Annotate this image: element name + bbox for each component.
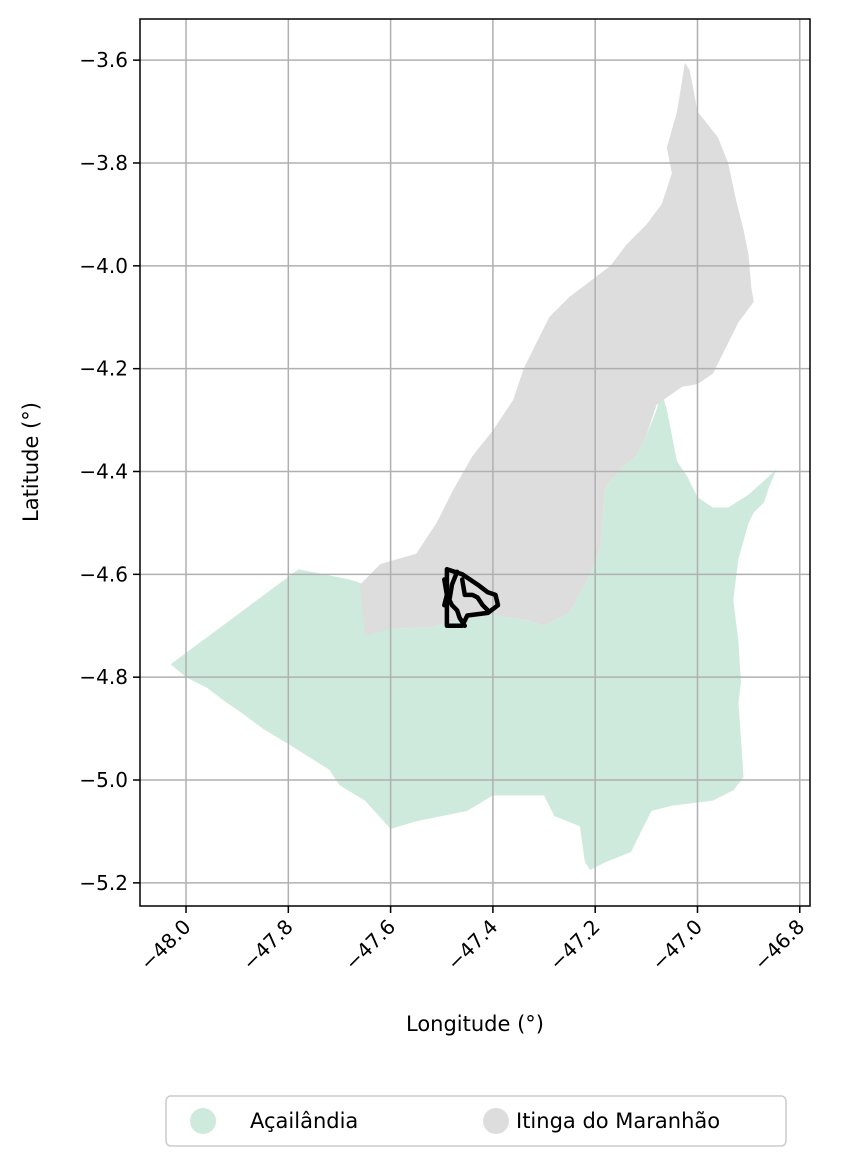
y-tick-label-5: −4.6 bbox=[79, 562, 128, 586]
x-tick-label-6: −46.8 bbox=[749, 915, 809, 975]
overlay-path-0 bbox=[444, 566, 501, 629]
legend-label-acailandia: Açailândia bbox=[250, 1109, 358, 1133]
legend-box bbox=[165, 1095, 787, 1147]
overlay-path-2 bbox=[459, 577, 491, 613]
x-tick-label-3: −47.4 bbox=[442, 915, 502, 975]
y-tick-label-0: −3.6 bbox=[79, 48, 128, 72]
y-tick-label-7: −5.0 bbox=[79, 768, 128, 792]
overlay-boundary bbox=[442, 566, 501, 629]
y-axis-label: Latitude (°) bbox=[19, 402, 43, 522]
y-tick-label-3: −4.2 bbox=[79, 357, 128, 381]
overlay-path-3 bbox=[442, 577, 450, 608]
legend-marker-itinga bbox=[483, 1108, 509, 1134]
y-tick-label-6: −4.8 bbox=[79, 665, 128, 689]
x-axis-ticks: −48.0 −47.8 −47.6 −47.4 −47.2 −47.0 −46.8 bbox=[135, 906, 809, 975]
y-tick-label-2: −4.0 bbox=[79, 254, 128, 278]
region-polygons bbox=[170, 62, 777, 870]
y-axis-ticks: −3.6 −3.8 −4.0 −4.2 −4.4 −4.6 −4.8 −5.0 −5.2 bbox=[79, 48, 140, 895]
region-acailandia bbox=[170, 391, 777, 870]
x-tick-label-0: −48.0 bbox=[135, 915, 195, 975]
y-tick-label-1: −3.8 bbox=[79, 151, 128, 175]
x-tick-label-4: −47.2 bbox=[544, 915, 604, 975]
legend: Açailândia Itinga do Maranhão bbox=[165, 1095, 787, 1147]
overlay-path-1 bbox=[447, 569, 468, 629]
x-tick-label-1: −47.8 bbox=[238, 915, 298, 975]
legend-marker-acailandia bbox=[190, 1108, 216, 1134]
y-tick-label-8: −5.2 bbox=[79, 871, 128, 895]
legend-label-itinga: Itinga do Maranhão bbox=[516, 1109, 720, 1133]
grid-lines-front bbox=[140, 19, 810, 906]
x-tick-label-5: −47.0 bbox=[647, 915, 707, 975]
region-itinga-do-maranhao bbox=[359, 62, 754, 636]
plot-frame bbox=[139, 18, 811, 907]
y-tick-label-4: −4.4 bbox=[79, 459, 128, 483]
x-axis-label: Longitude (°) bbox=[406, 1012, 544, 1036]
x-tick-label-2: −47.6 bbox=[340, 915, 400, 975]
